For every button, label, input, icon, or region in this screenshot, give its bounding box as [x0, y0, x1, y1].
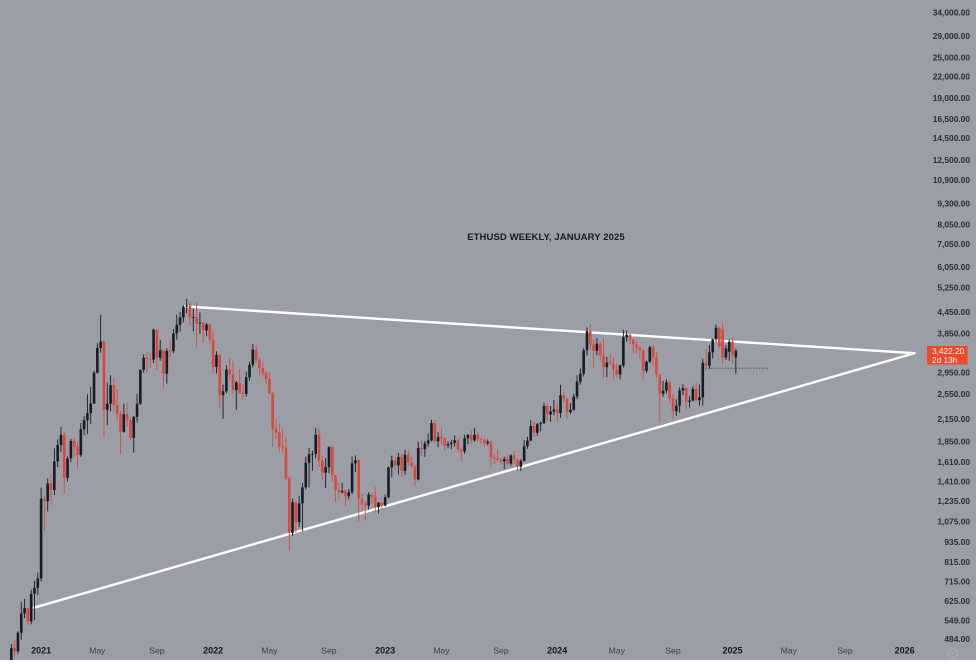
- svg-text:625.00: 625.00: [944, 596, 970, 606]
- svg-text:25,000.00: 25,000.00: [933, 53, 971, 63]
- svg-text:1,610.00: 1,610.00: [937, 457, 970, 467]
- svg-text:4,450.00: 4,450.00: [937, 307, 970, 317]
- svg-text:Sep: Sep: [665, 646, 681, 656]
- svg-text:May: May: [781, 646, 798, 656]
- svg-text:2026: 2026: [895, 646, 915, 656]
- svg-text:935.00: 935.00: [944, 537, 970, 547]
- svg-text:2024: 2024: [547, 646, 567, 656]
- svg-text:16,500.00: 16,500.00: [933, 114, 971, 124]
- svg-text:1,850.00: 1,850.00: [937, 436, 970, 446]
- svg-text:815.00: 815.00: [944, 557, 970, 567]
- svg-text:2021: 2021: [31, 646, 51, 656]
- svg-text:19,000.00: 19,000.00: [933, 93, 971, 103]
- svg-text:484.00: 484.00: [944, 634, 970, 644]
- svg-text:12,500.00: 12,500.00: [933, 155, 971, 165]
- svg-text:2023: 2023: [375, 646, 395, 656]
- svg-text:1,075.00: 1,075.00: [937, 516, 970, 526]
- svg-text:May: May: [261, 646, 278, 656]
- svg-text:14,500.00: 14,500.00: [933, 133, 971, 143]
- svg-text:29,000.00: 29,000.00: [933, 31, 971, 41]
- svg-text:May: May: [433, 646, 450, 656]
- svg-text:5,250.00: 5,250.00: [937, 283, 970, 293]
- svg-text:34,000.00: 34,000.00: [933, 7, 971, 17]
- svg-text:1,235.00: 1,235.00: [937, 496, 970, 506]
- svg-text:3,850.00: 3,850.00: [937, 328, 970, 338]
- svg-text:Sep: Sep: [321, 646, 337, 656]
- svg-text:9,300.00: 9,300.00: [937, 198, 970, 208]
- svg-text:22,000.00: 22,000.00: [933, 72, 971, 82]
- svg-text:6,050.00: 6,050.00: [937, 262, 970, 272]
- svg-text:7,050.00: 7,050.00: [937, 239, 970, 249]
- svg-text:2,150.00: 2,150.00: [937, 414, 970, 424]
- svg-text:2,950.00: 2,950.00: [937, 368, 970, 378]
- svg-text:Sep: Sep: [493, 646, 509, 656]
- svg-text:May: May: [89, 646, 106, 656]
- svg-text:ETHUSD WEEKLY, JANUARY 2025: ETHUSD WEEKLY, JANUARY 2025: [467, 232, 625, 243]
- svg-text:Sep: Sep: [149, 646, 165, 656]
- svg-text:10,900.00: 10,900.00: [933, 175, 971, 185]
- svg-text:715.00: 715.00: [944, 576, 970, 586]
- svg-text:2022: 2022: [203, 646, 223, 656]
- svg-text:May: May: [609, 646, 626, 656]
- svg-text:Sep: Sep: [837, 646, 853, 656]
- svg-text:8,050.00: 8,050.00: [937, 220, 970, 230]
- svg-text:2,550.00: 2,550.00: [937, 389, 970, 399]
- svg-text:2d 13h: 2d 13h: [932, 355, 958, 365]
- svg-text:1,410.00: 1,410.00: [937, 476, 970, 486]
- svg-text:549.00: 549.00: [944, 615, 970, 625]
- svg-text:2025: 2025: [722, 646, 742, 656]
